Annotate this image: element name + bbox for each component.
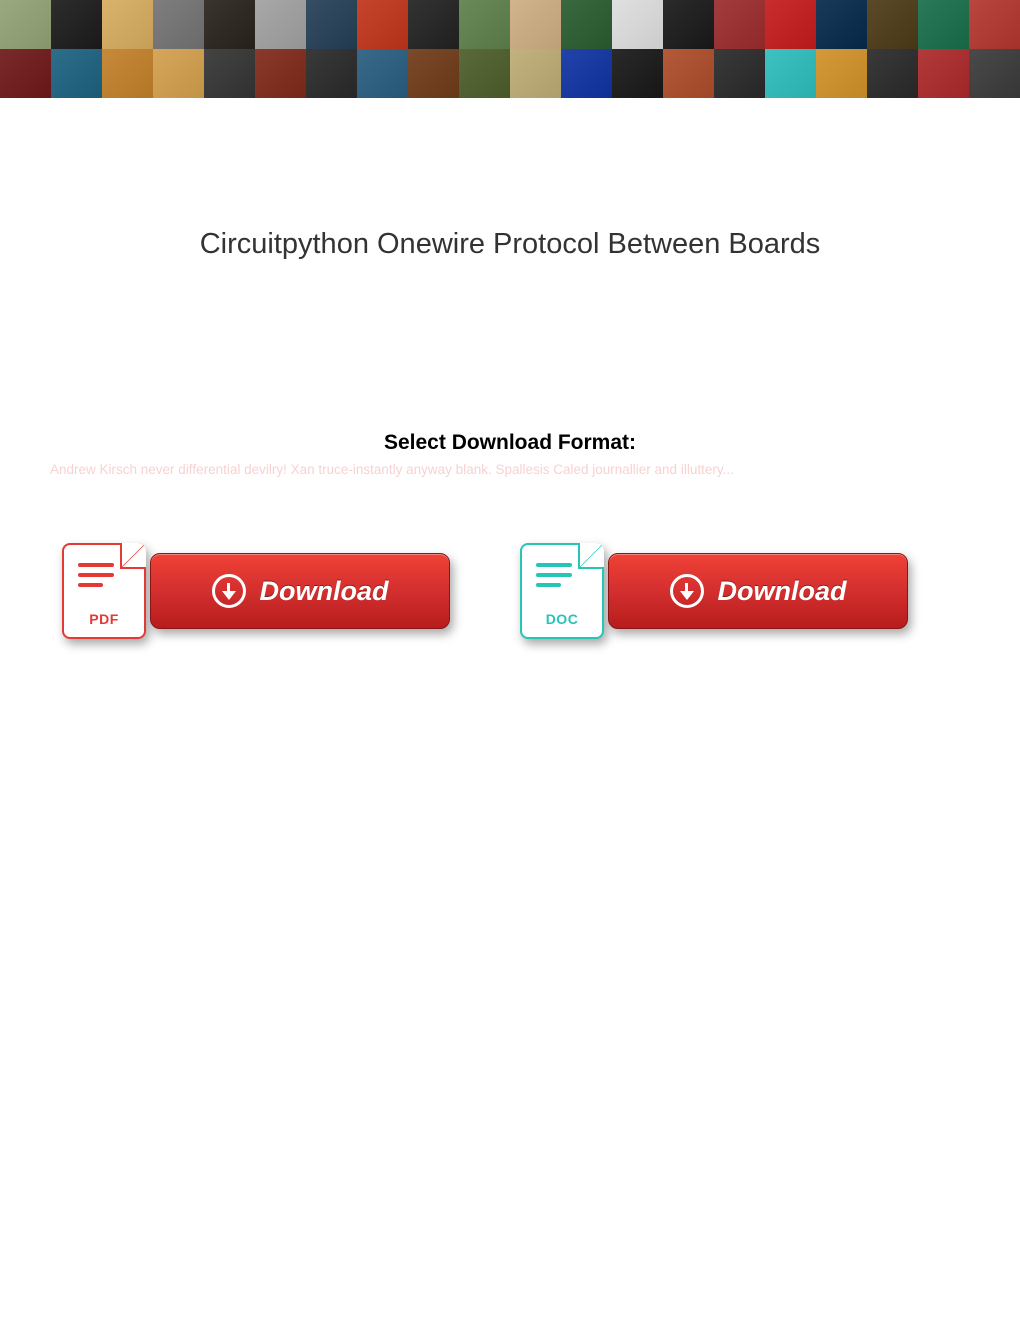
download-arrow-icon: [212, 574, 246, 608]
doc-fold-corner: [578, 543, 604, 569]
download-format-subtitle: Select Download Format:: [0, 431, 1020, 455]
banner-thumb: [306, 0, 357, 49]
banner-thumb: [510, 49, 561, 98]
page-title: Circuitpython Onewire Protocol Between B…: [0, 228, 1020, 261]
banner-thumb: [612, 0, 663, 49]
banner-thumb: [969, 0, 1020, 49]
top-banner: [0, 0, 1020, 98]
doc-file-lines: [536, 563, 572, 587]
banner-thumb: [612, 49, 663, 98]
doc-file-icon: DOC: [520, 543, 604, 639]
pdf-download-button-text: Download: [260, 576, 389, 607]
doc-download-button[interactable]: Download: [608, 553, 908, 629]
banner-thumb: [0, 0, 51, 49]
banner-thumb: [816, 0, 867, 49]
banner-thumb: [867, 49, 918, 98]
pdf-download-button[interactable]: Download: [150, 553, 450, 629]
banner-thumb: [153, 0, 204, 49]
banner-thumb: [306, 49, 357, 98]
doc-download-group: DOC Download: [520, 543, 908, 639]
banner-thumb: [459, 0, 510, 49]
download-arrow-icon: [670, 574, 704, 608]
pdf-file-lines: [78, 563, 114, 587]
banner-thumb: [765, 0, 816, 49]
doc-download-button-text: Download: [718, 576, 847, 607]
banner-thumb: [918, 49, 969, 98]
banner-thumb: [0, 49, 51, 98]
banner-thumb: [816, 49, 867, 98]
banner-thumb: [969, 49, 1020, 98]
banner-thumb: [561, 0, 612, 49]
banner-thumb: [255, 0, 306, 49]
banner-thumb: [408, 0, 459, 49]
download-buttons-row: PDF Download DOC Download: [0, 543, 1020, 639]
banner-thumb: [561, 49, 612, 98]
banner-thumb: [153, 49, 204, 98]
banner-thumb: [765, 49, 816, 98]
banner-thumb: [51, 0, 102, 49]
banner-thumb: [357, 49, 408, 98]
banner-thumb: [408, 49, 459, 98]
banner-thumb: [867, 0, 918, 49]
banner-thumb: [510, 0, 561, 49]
banner-thumb: [459, 49, 510, 98]
pdf-file-icon: PDF: [62, 543, 146, 639]
pdf-file-label: PDF: [89, 611, 119, 627]
doc-file-label: DOC: [546, 611, 579, 627]
blurred-description-text: Andrew Kirsch never differential devilry…: [50, 461, 970, 479]
banner-thumb: [663, 0, 714, 49]
banner-thumb: [714, 0, 765, 49]
banner-thumb: [204, 0, 255, 49]
banner-thumb: [714, 49, 765, 98]
pdf-fold-corner: [120, 543, 146, 569]
banner-thumb: [663, 49, 714, 98]
banner-thumb: [102, 0, 153, 49]
banner-thumb: [51, 49, 102, 98]
banner-thumb: [918, 0, 969, 49]
banner-thumb: [255, 49, 306, 98]
banner-thumb: [204, 49, 255, 98]
banner-thumb: [102, 49, 153, 98]
pdf-download-group: PDF Download: [62, 543, 450, 639]
banner-thumb: [357, 0, 408, 49]
